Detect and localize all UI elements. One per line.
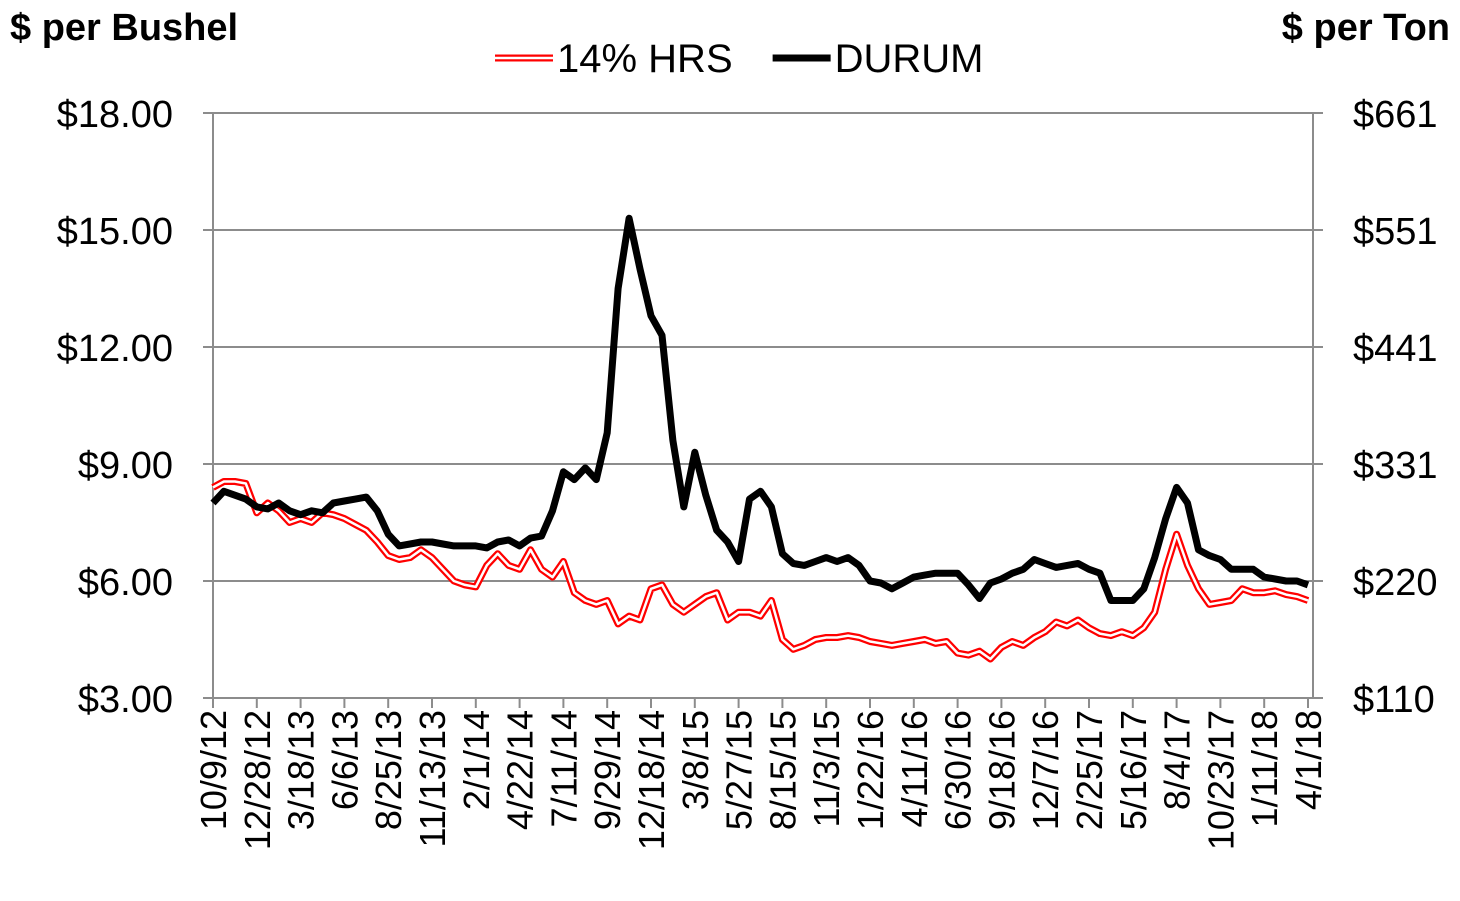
x-tick-label: 11/13/13 bbox=[412, 710, 453, 847]
y2-tick-label: $331 bbox=[1353, 445, 1438, 487]
x-tick-label: 8/25/13 bbox=[368, 710, 409, 830]
x-tick-label: 4/11/16 bbox=[894, 710, 935, 827]
x-tick-label: 3/8/15 bbox=[675, 710, 716, 810]
x-tick-label: 5/16/17 bbox=[1113, 710, 1154, 830]
y-tick-label: $3.00 bbox=[78, 679, 173, 721]
y2-axis-title: $ per Ton bbox=[1282, 7, 1450, 49]
y2-tick-label: $110 bbox=[1353, 679, 1435, 721]
y-tick-label: $18.00 bbox=[57, 94, 173, 136]
x-tick-label: 7/11/14 bbox=[543, 710, 584, 827]
x-tick-label: 8/4/17 bbox=[1157, 710, 1198, 810]
legend-label: DURUM bbox=[835, 37, 984, 81]
x-tick-label: 6/6/13 bbox=[324, 710, 365, 810]
x-tick-label: 10/9/12 bbox=[193, 710, 234, 830]
x-tick-label: 12/18/14 bbox=[631, 710, 672, 850]
x-tick-label: 9/29/14 bbox=[587, 710, 628, 830]
series-line-inner bbox=[212, 480, 1309, 661]
legend-label: 14% HRS bbox=[557, 37, 733, 81]
x-tick-label: 8/15/15 bbox=[762, 710, 803, 830]
y-tick-label: $9.00 bbox=[78, 445, 173, 487]
y-tick-label: $12.00 bbox=[57, 328, 173, 370]
x-tick-label: 12/7/16 bbox=[1025, 710, 1066, 830]
x-tick-label: 1/11/18 bbox=[1244, 710, 1285, 827]
x-tick-label: 5/27/15 bbox=[719, 710, 760, 830]
x-tick-label: 9/18/16 bbox=[981, 710, 1022, 830]
x-tick-label: 3/18/13 bbox=[281, 710, 322, 830]
x-tick-label: 11/3/15 bbox=[806, 710, 847, 827]
series-line bbox=[210, 214, 1310, 604]
y-tick-label: $15.00 bbox=[57, 211, 173, 253]
x-tick-label: 2/1/14 bbox=[456, 710, 497, 810]
y-axis-title: $ per Bushel bbox=[10, 7, 238, 49]
y2-tick-label: $661 bbox=[1353, 94, 1438, 136]
x-tick-label: 6/30/16 bbox=[938, 710, 979, 830]
x-tick-label: 1/22/16 bbox=[850, 710, 891, 830]
x-tick-label: 2/25/17 bbox=[1069, 710, 1110, 830]
x-tick-label: 12/28/12 bbox=[237, 710, 278, 850]
x-tick-label: 10/23/17 bbox=[1200, 710, 1241, 850]
y-tick-label: $6.00 bbox=[78, 562, 173, 604]
y2-tick-label: $551 bbox=[1353, 211, 1438, 253]
x-tick-label: 4/22/14 bbox=[500, 710, 541, 830]
y2-tick-label: $220 bbox=[1353, 562, 1438, 604]
y2-tick-label: $441 bbox=[1353, 328, 1438, 370]
x-tick-label: 4/1/18 bbox=[1288, 710, 1329, 810]
